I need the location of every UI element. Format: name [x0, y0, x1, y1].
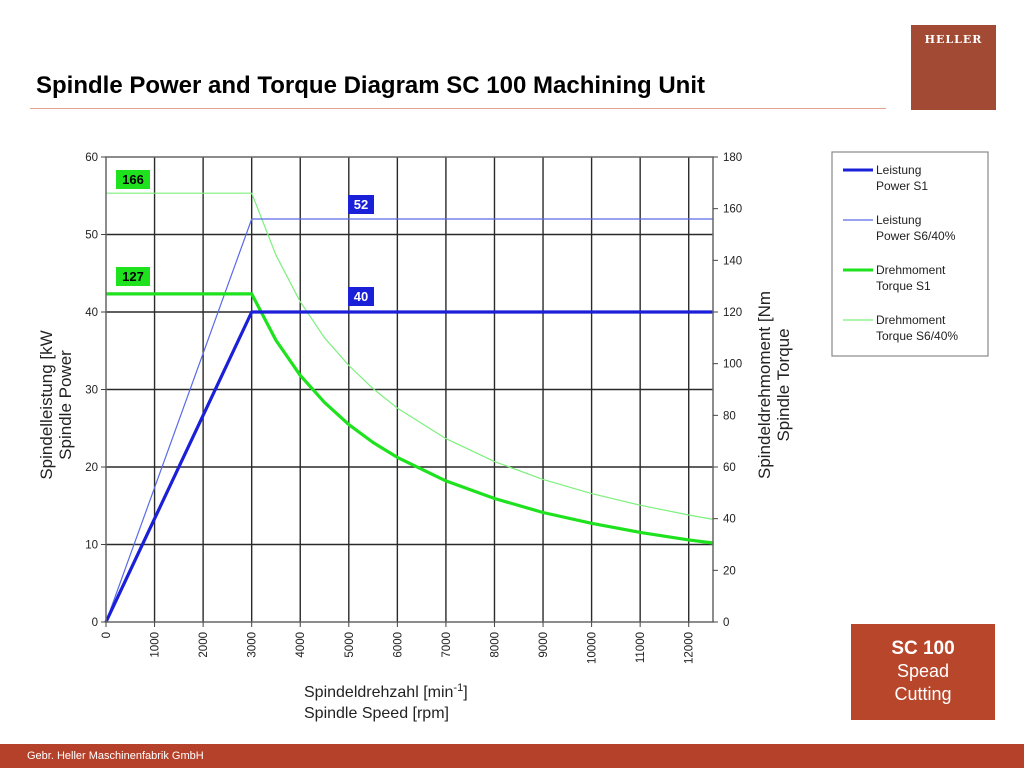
y-axis-title: Spindelleistung [kW Spindle Power: [37, 330, 75, 479]
x-tick-label: 3000: [247, 632, 259, 658]
y2-tick-label: 0: [723, 617, 729, 629]
series-lines: [104, 192, 714, 623]
annotation-label: 40: [354, 289, 368, 304]
x-tick-label: 9000: [538, 632, 550, 658]
x-tick-label: 7000: [441, 632, 453, 658]
grid: [106, 157, 713, 622]
footer-bar: Gebr. Heller Maschinenfabrik GmbH: [0, 744, 1024, 768]
y-axis-label-de: Spindelleistung [kW: [37, 330, 56, 479]
y2-tick-label: 120: [723, 307, 742, 319]
annotation-box: [116, 170, 150, 189]
x-tick-label: 2000: [198, 632, 210, 658]
series-line-torque-s1: [106, 292, 714, 545]
y-tick-label: 50: [85, 230, 98, 242]
x-tick-label: 11000: [635, 632, 647, 663]
x-tick-label: 4000: [295, 632, 307, 658]
value-annotations: 166 127 52 40: [116, 170, 374, 306]
annotation-label: 52: [354, 197, 368, 212]
x-axis-label-en: Spindle Speed [rpm]: [304, 705, 449, 722]
legend-label-de: Drehmoment: [876, 313, 946, 327]
y-axis-label-en: Spindle Power: [56, 350, 75, 460]
x-tick-label: 10000: [587, 632, 599, 664]
annotation-box: [116, 267, 150, 286]
y2-tick-label: 100: [723, 359, 742, 371]
series-line-power-s1: [104, 310, 713, 623]
y2-tick-label: 20: [723, 565, 736, 577]
heller-logo: HELLER: [911, 25, 996, 110]
legend-label-de: Leistung: [876, 213, 921, 227]
y2-tick-label: 60: [723, 462, 736, 474]
x-tick-label: 8000: [489, 632, 501, 658]
y-tick-label: 60: [85, 152, 98, 164]
power-torque-chart: 0 1000 2000 3000 4000 5000 6000 7000 8000 9000 100…: [37, 151, 989, 722]
legend-box: [831, 151, 989, 357]
y-tick-label: 0: [92, 617, 98, 629]
annotation-box: [348, 195, 374, 214]
y2-tick-label: 80: [723, 410, 736, 422]
x-tick-label: 12000: [684, 632, 696, 664]
y2-tick-label: 160: [723, 204, 742, 216]
badge-line-2: Spead: [896, 661, 950, 681]
legend-label-en: Torque S6/40%: [876, 329, 958, 343]
legend-label-en: Power S1: [876, 179, 928, 193]
y2-axis-label-de: Spindeldrehmoment [Nm: [755, 291, 774, 479]
chart-legend: Leistung Power S1 Leistung Power S6/40% Dreh…: [831, 151, 989, 357]
annotation-label: 166: [122, 172, 144, 187]
logo-text: HELLER: [924, 33, 983, 46]
y2-axis-label-en: Spindle Torque: [774, 328, 793, 441]
x-tick-label: 0: [101, 632, 113, 638]
series-line-power-s6: [105, 218, 713, 623]
footer-company: Gebr. Heller Maschinenfabrik GmbH: [27, 750, 204, 762]
legend-label-en: Power S6/40%: [876, 229, 956, 243]
y2-axis-title: Spindeldrehmoment [Nm Spindle Torque: [755, 291, 793, 479]
badge-line-3: Cutting: [894, 684, 952, 704]
legend-label-de: Drehmoment: [876, 263, 946, 277]
y-tick-label: 20: [85, 462, 98, 474]
y2-tick-label: 180: [723, 152, 742, 164]
x-axis-label-de: Spindeldrehzahl [min-1]: [304, 682, 468, 701]
title-divider: [30, 108, 886, 109]
annotation-label: 127: [122, 269, 144, 284]
series-line-torque-s6: [106, 192, 714, 520]
annotation-box: [348, 287, 374, 306]
y2-tick-label: 140: [723, 255, 742, 267]
y-tick-label: 10: [85, 540, 98, 552]
y2-tick-label: 40: [723, 514, 736, 526]
y-tick-label: 30: [85, 385, 98, 397]
x-tick-label: 1000: [150, 632, 162, 658]
badge-line-1: SC 100: [891, 638, 955, 659]
axis-ticks: 0 1000 2000 3000 4000 5000 6000 7000 8000 9000 100…: [85, 152, 742, 664]
slide-title: Spindle Power and Torque Diagram SC 100 …: [36, 72, 705, 99]
sc100-badge: SC 100 Spead Cutting: [851, 624, 995, 720]
legend-label-en: Torque S1: [876, 279, 931, 293]
legend-label-de: Leistung: [876, 163, 921, 177]
x-tick-label: 5000: [344, 632, 356, 658]
x-tick-label: 6000: [392, 632, 404, 658]
y-tick-label: 40: [85, 307, 98, 319]
